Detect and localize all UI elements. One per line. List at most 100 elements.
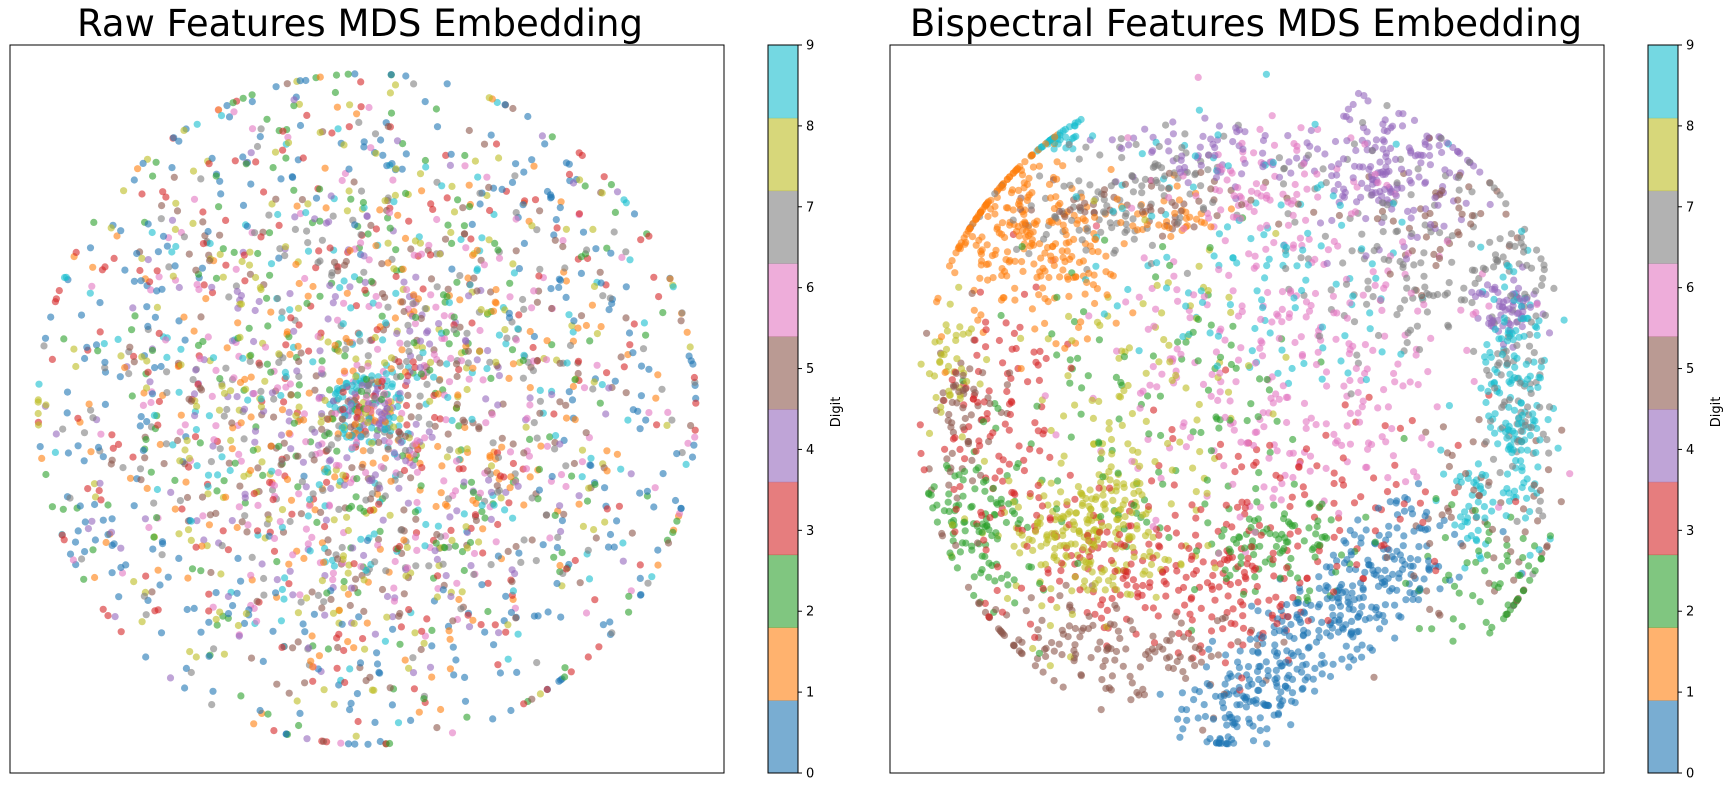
- scatter-point-digit-1: [331, 473, 339, 481]
- scatter-point-digit-4: [277, 431, 286, 439]
- scatter-point-digit-0: [1415, 543, 1423, 551]
- scatter-point-digit-5: [509, 104, 517, 113]
- scatter-point-digit-8: [240, 472, 248, 480]
- scatter-point-digit-0: [1399, 542, 1407, 550]
- scatter-point-digit-3: [973, 351, 981, 359]
- scatter-point-digit-2: [396, 640, 404, 648]
- scatter-point-digit-3: [575, 210, 584, 218]
- scatter-point-digit-1: [247, 413, 255, 421]
- scatter-point-digit-6: [1289, 244, 1297, 252]
- scatter-point-digit-6: [580, 384, 589, 392]
- scatter-point-digit-9: [1223, 223, 1232, 231]
- scatter-point-digit-5: [1022, 607, 1030, 615]
- scatter-point-digit-6: [1381, 332, 1389, 340]
- scatter-point-digit-2: [971, 485, 979, 493]
- scatter-point-digit-9: [1210, 252, 1218, 260]
- scatter-point-digit-9: [640, 319, 649, 327]
- scatter-point-digit-2: [508, 346, 517, 354]
- scatter-point-digit-8: [70, 345, 78, 353]
- colorbar-segment-2: [768, 554, 798, 628]
- scatter-point-digit-0: [272, 589, 280, 597]
- scatter-point-digit-2: [432, 539, 440, 547]
- scatter-point-digit-7: [606, 294, 614, 302]
- scatter-point-digit-0: [1349, 582, 1357, 590]
- scatter-point-digit-7: [1517, 233, 1525, 241]
- scatter-point-digit-2: [455, 422, 463, 430]
- scatter-point-digit-5: [1147, 182, 1156, 190]
- scatter-point-digit-3: [155, 329, 163, 337]
- scatter-point-digit-3: [361, 286, 369, 294]
- scatter-point-digit-3: [222, 261, 230, 269]
- scatter-point-digit-3: [645, 232, 653, 240]
- scatter-point-digit-3: [208, 289, 217, 297]
- scatter-point-digit-8: [1155, 358, 1163, 366]
- scatter-point-digit-0: [1410, 590, 1418, 598]
- raw-features-axes-frame: [9, 44, 725, 774]
- scatter-point-digit-1: [464, 274, 472, 282]
- scatter-point-digit-6: [254, 501, 262, 509]
- scatter-point-digit-7: [503, 334, 511, 342]
- scatter-point-digit-6: [1284, 221, 1293, 229]
- scatter-point-digit-2: [607, 181, 616, 189]
- scatter-point-digit-0: [1400, 532, 1408, 540]
- scatter-point-digit-7: [125, 370, 133, 378]
- scatter-point-digit-0: [1281, 682, 1289, 690]
- scatter-point-digit-0: [64, 449, 72, 457]
- scatter-point-digit-1: [455, 595, 463, 604]
- scatter-point-digit-2: [263, 294, 271, 302]
- scatter-point-digit-3: [1139, 581, 1147, 590]
- scatter-point-digit-0: [636, 425, 644, 433]
- scatter-point-digit-5: [520, 449, 528, 457]
- scatter-point-digit-4: [1307, 126, 1315, 135]
- scatter-point-digit-9: [330, 562, 338, 570]
- scatter-point-digit-8: [1189, 464, 1197, 472]
- scatter-point-digit-3: [372, 225, 380, 233]
- scatter-point-digit-7: [1204, 166, 1212, 174]
- scatter-point-digit-5: [1219, 615, 1227, 623]
- scatter-point-digit-7: [1152, 176, 1160, 184]
- scatter-point-digit-9: [474, 173, 482, 181]
- scatter-point-digit-0: [47, 313, 55, 321]
- scatter-point-digit-5: [582, 429, 590, 437]
- scatter-point-digit-8: [1106, 476, 1114, 484]
- scatter-point-digit-0: [115, 593, 123, 601]
- scatter-point-digit-1: [1041, 319, 1049, 327]
- scatter-point-digit-1: [1129, 222, 1137, 230]
- scatter-point-digit-0: [243, 222, 251, 230]
- scatter-point-digit-0: [170, 134, 178, 142]
- scatter-point-digit-6: [1330, 430, 1338, 438]
- scatter-point-digit-4: [373, 432, 381, 440]
- scatter-point-digit-3: [999, 477, 1007, 485]
- scatter-point-digit-4: [442, 572, 450, 580]
- scatter-point-digit-0: [96, 299, 104, 307]
- colorbar-segment-1: [768, 627, 798, 701]
- scatter-point-digit-3: [985, 387, 993, 395]
- scatter-point-digit-5: [358, 365, 366, 373]
- scatter-point-digit-8: [294, 609, 302, 617]
- scatter-point-digit-4: [447, 592, 455, 601]
- scatter-point-digit-6: [274, 384, 282, 392]
- scatter-point-digit-6: [147, 398, 155, 407]
- scatter-point-digit-3: [354, 717, 362, 726]
- scatter-point-digit-9: [473, 265, 481, 273]
- scatter-point-digit-6: [1495, 503, 1503, 511]
- scatter-point-digit-2: [1481, 567, 1489, 575]
- scatter-point-digit-7: [357, 231, 365, 239]
- scatter-point-digit-6: [235, 450, 243, 458]
- scatter-point-digit-2: [94, 347, 102, 355]
- scatter-point-digit-2: [377, 395, 386, 404]
- scatter-point-digit-7: [1321, 232, 1329, 240]
- scatter-point-digit-8: [350, 619, 358, 628]
- scatter-point-digit-0: [74, 527, 82, 535]
- scatter-point-digit-7: [639, 345, 648, 353]
- scatter-point-digit-5: [319, 737, 328, 746]
- scatter-point-digit-7: [371, 394, 379, 402]
- scatter-point-digit-5: [968, 456, 976, 464]
- scatter-point-digit-7: [334, 434, 342, 442]
- scatter-point-digit-1: [353, 110, 361, 118]
- scatter-point-digit-3: [219, 527, 227, 535]
- scatter-point-digit-4: [1331, 137, 1340, 146]
- scatter-point-digit-9: [1465, 502, 1473, 510]
- scatter-point-digit-9: [382, 370, 390, 378]
- scatter-point-digit-0: [156, 581, 164, 589]
